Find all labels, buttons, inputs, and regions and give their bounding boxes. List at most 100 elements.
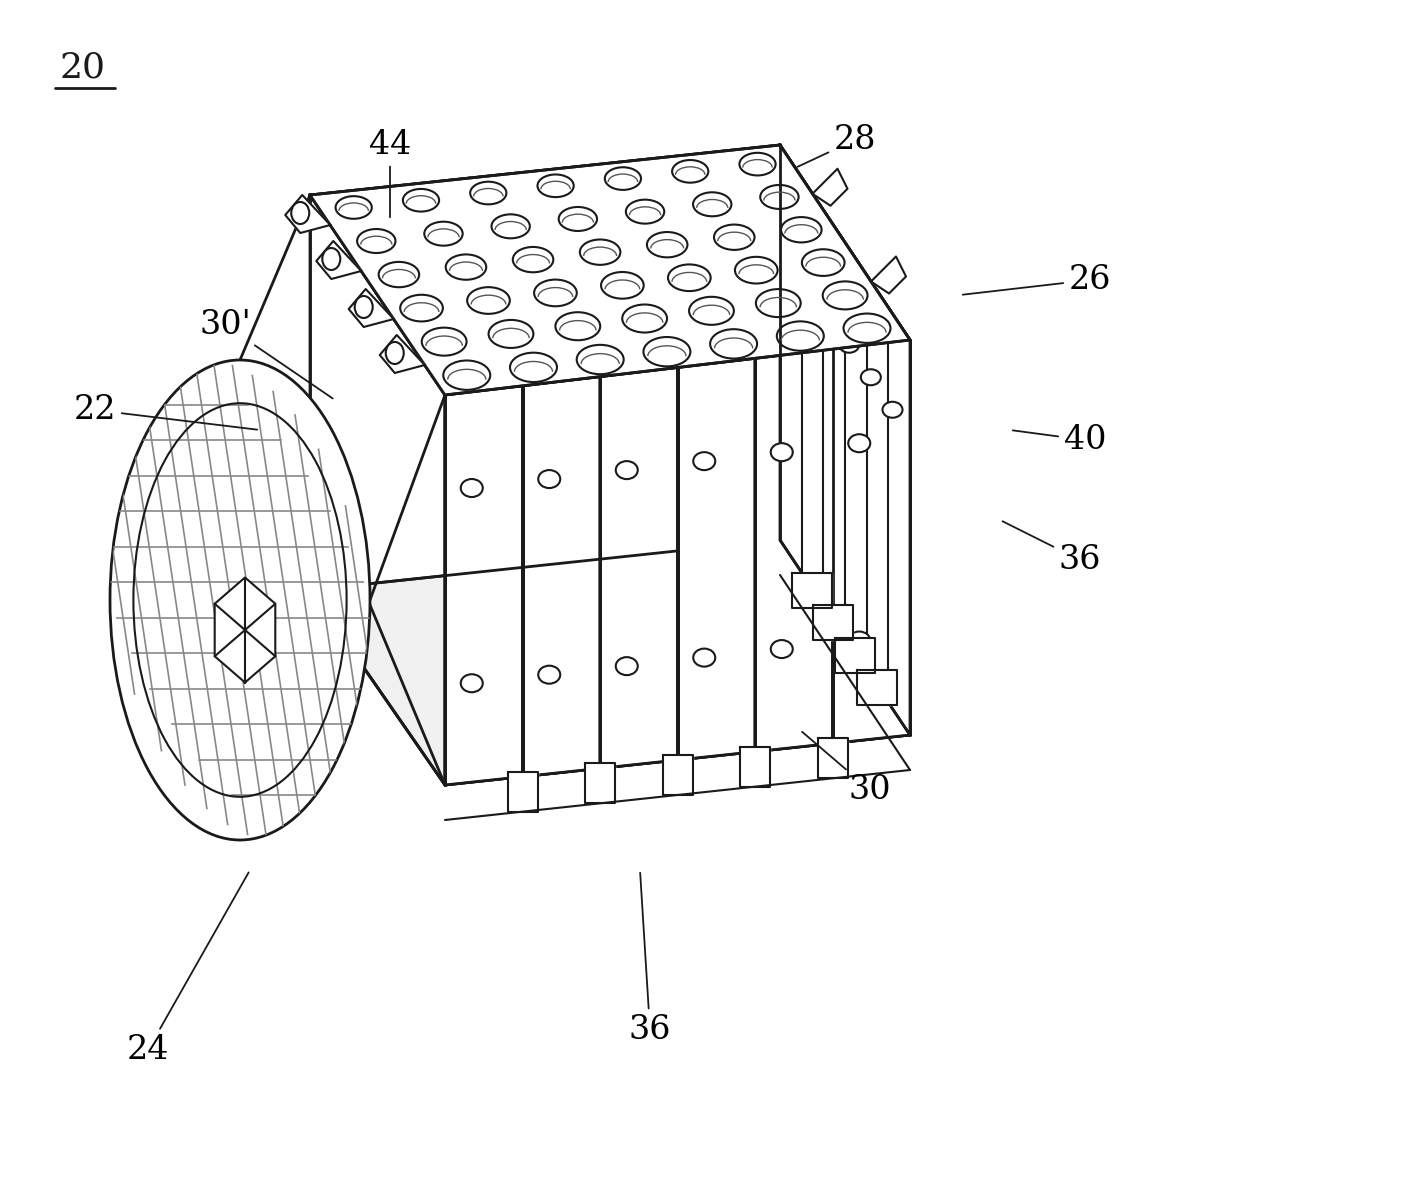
Ellipse shape [693, 192, 732, 216]
Ellipse shape [644, 337, 690, 367]
Polygon shape [836, 637, 875, 673]
Ellipse shape [711, 329, 757, 358]
Ellipse shape [355, 296, 373, 318]
Polygon shape [792, 572, 831, 608]
Polygon shape [349, 288, 394, 326]
Ellipse shape [823, 281, 868, 310]
Polygon shape [756, 349, 833, 751]
Ellipse shape [771, 443, 792, 462]
Ellipse shape [467, 287, 510, 313]
Polygon shape [813, 605, 854, 640]
Ellipse shape [335, 196, 372, 218]
Ellipse shape [688, 297, 733, 325]
Ellipse shape [756, 290, 801, 317]
Ellipse shape [625, 199, 665, 223]
Polygon shape [380, 335, 425, 373]
Polygon shape [585, 763, 615, 804]
Ellipse shape [513, 247, 554, 272]
Text: 44: 44 [369, 129, 411, 217]
Text: 28: 28 [798, 123, 876, 167]
Ellipse shape [781, 217, 822, 242]
Ellipse shape [358, 229, 395, 253]
Polygon shape [600, 368, 677, 768]
Ellipse shape [739, 153, 775, 176]
Text: 36: 36 [1002, 521, 1101, 576]
Ellipse shape [771, 640, 792, 658]
Polygon shape [857, 669, 897, 705]
Ellipse shape [615, 658, 638, 675]
Polygon shape [780, 145, 910, 735]
Ellipse shape [379, 262, 419, 287]
Ellipse shape [672, 160, 708, 183]
Ellipse shape [488, 320, 533, 348]
Ellipse shape [461, 480, 482, 497]
Ellipse shape [538, 470, 561, 488]
Text: 26: 26 [963, 264, 1112, 296]
Polygon shape [740, 747, 770, 787]
Ellipse shape [402, 189, 439, 211]
Polygon shape [780, 145, 910, 735]
Ellipse shape [882, 401, 903, 418]
Ellipse shape [322, 248, 341, 269]
Ellipse shape [446, 254, 486, 280]
Ellipse shape [386, 342, 404, 364]
Ellipse shape [848, 631, 871, 649]
Ellipse shape [848, 434, 871, 452]
Ellipse shape [693, 452, 715, 470]
Polygon shape [813, 169, 847, 205]
Polygon shape [833, 339, 910, 743]
Ellipse shape [735, 256, 778, 284]
Text: 40: 40 [1012, 424, 1106, 456]
Ellipse shape [470, 182, 506, 204]
Polygon shape [817, 738, 847, 779]
Ellipse shape [760, 185, 799, 209]
Text: 22: 22 [74, 394, 257, 430]
Ellipse shape [558, 207, 597, 231]
Ellipse shape [534, 280, 576, 306]
Polygon shape [444, 339, 910, 785]
Polygon shape [310, 195, 444, 785]
Ellipse shape [714, 224, 754, 250]
Ellipse shape [802, 249, 844, 275]
Text: 24: 24 [126, 872, 248, 1066]
Ellipse shape [109, 360, 370, 840]
Polygon shape [285, 195, 331, 233]
Polygon shape [310, 145, 910, 395]
Ellipse shape [601, 272, 644, 299]
Ellipse shape [777, 322, 824, 350]
Ellipse shape [537, 174, 573, 197]
Ellipse shape [292, 202, 310, 224]
Ellipse shape [443, 361, 491, 389]
Polygon shape [663, 755, 693, 795]
Polygon shape [317, 241, 362, 279]
Ellipse shape [400, 294, 443, 322]
Polygon shape [310, 540, 910, 785]
Polygon shape [677, 358, 756, 760]
Ellipse shape [576, 345, 624, 374]
Polygon shape [310, 145, 910, 395]
Ellipse shape [425, 222, 463, 246]
Ellipse shape [461, 674, 482, 692]
Ellipse shape [840, 337, 859, 353]
Ellipse shape [555, 312, 600, 341]
Polygon shape [871, 256, 906, 293]
Ellipse shape [538, 666, 561, 684]
Text: 30': 30' [199, 309, 332, 399]
Ellipse shape [817, 304, 837, 320]
Polygon shape [523, 376, 600, 776]
Ellipse shape [861, 369, 880, 386]
Ellipse shape [622, 305, 667, 332]
Ellipse shape [646, 231, 687, 258]
Ellipse shape [667, 265, 711, 291]
Ellipse shape [422, 328, 467, 356]
Polygon shape [508, 772, 537, 812]
Text: 36: 36 [628, 872, 672, 1046]
Ellipse shape [693, 648, 715, 667]
Text: 30: 30 [802, 732, 892, 806]
Ellipse shape [604, 167, 641, 190]
Ellipse shape [844, 313, 890, 343]
Polygon shape [215, 578, 275, 683]
Ellipse shape [580, 240, 620, 265]
Ellipse shape [615, 461, 638, 480]
Ellipse shape [510, 353, 557, 382]
